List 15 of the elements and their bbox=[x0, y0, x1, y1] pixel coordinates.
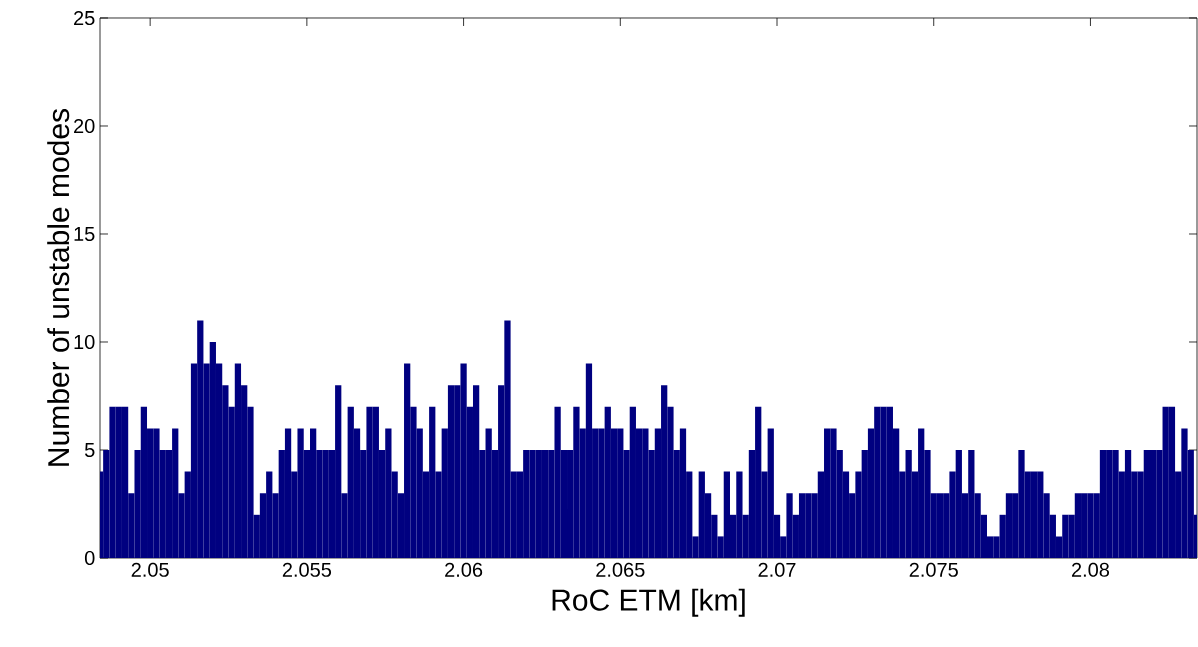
x-tick-label: 2.075 bbox=[909, 562, 958, 577]
y-tick-label: 15 bbox=[74, 227, 95, 241]
y-tick-label: 25 bbox=[74, 10, 95, 26]
y-tick-label: 5 bbox=[84, 443, 95, 457]
x-tick-label: 2.065 bbox=[596, 562, 645, 577]
x-tick-label: 2.05 bbox=[131, 562, 169, 577]
x-axis-title: RoC ETM [km] bbox=[552, 588, 745, 617]
y-axis-title: Number of unstable modes bbox=[47, 109, 70, 466]
y-tick-label: 20 bbox=[74, 118, 95, 134]
x-tick-label: 2.06 bbox=[445, 562, 483, 577]
x-tick-label: 2.08 bbox=[1071, 562, 1110, 577]
x-tick-label: 2.055 bbox=[282, 562, 332, 577]
y-tick-label: 10 bbox=[74, 334, 95, 350]
x-tick-label: 2.07 bbox=[758, 562, 796, 577]
y-tick-label: 0 bbox=[84, 550, 95, 566]
